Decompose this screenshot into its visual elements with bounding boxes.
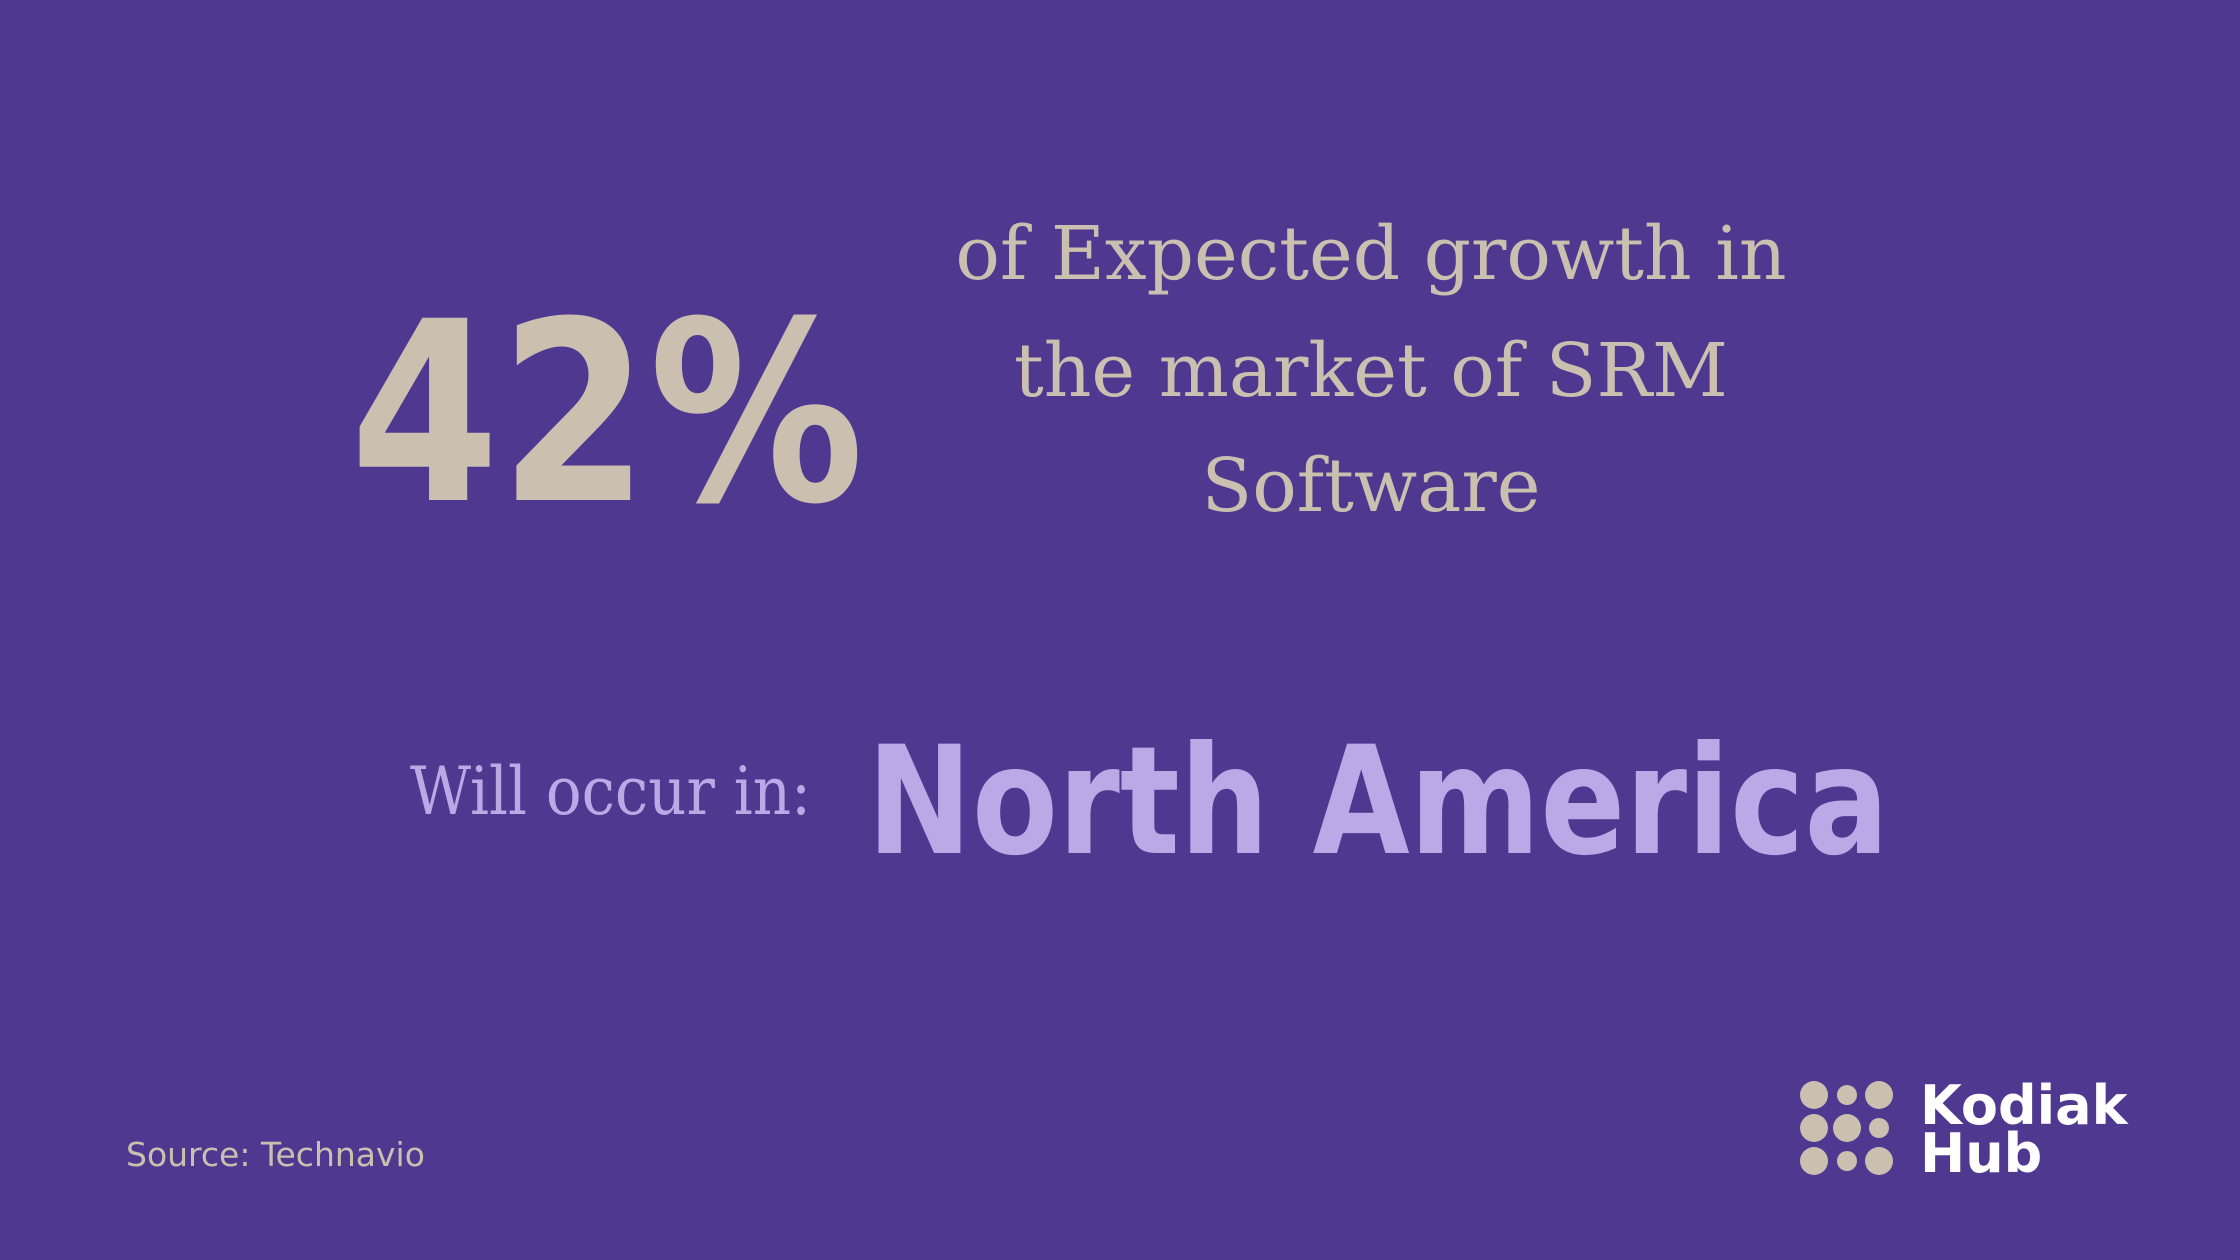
logo-dot: [1865, 1147, 1893, 1175]
stat-description-line: of Expected growth in: [955, 211, 1786, 297]
stat-description-line: the market of SRM: [1014, 328, 1728, 414]
logo-dot: [1800, 1114, 1828, 1142]
stat-description-line: Software: [1202, 443, 1541, 529]
logo-text: Hub: [1920, 1122, 2042, 1185]
logo-dot: [1869, 1118, 1889, 1138]
logo-dot: [1800, 1147, 1828, 1175]
logo-dot: [1837, 1085, 1857, 1105]
source: Source: Technavio: [126, 1135, 425, 1174]
logo-dot: [1833, 1114, 1861, 1142]
logo-text: Kodiak: [1920, 1074, 2129, 1137]
logo-icon: [1800, 1081, 1893, 1175]
stat-value: 42%: [350, 268, 864, 559]
location-value: North America: [867, 715, 1889, 889]
logo-dot: [1837, 1151, 1857, 1171]
location-label: Will occur in:: [410, 753, 811, 830]
logo-dot: [1800, 1081, 1828, 1109]
logo-dot: [1865, 1081, 1893, 1109]
